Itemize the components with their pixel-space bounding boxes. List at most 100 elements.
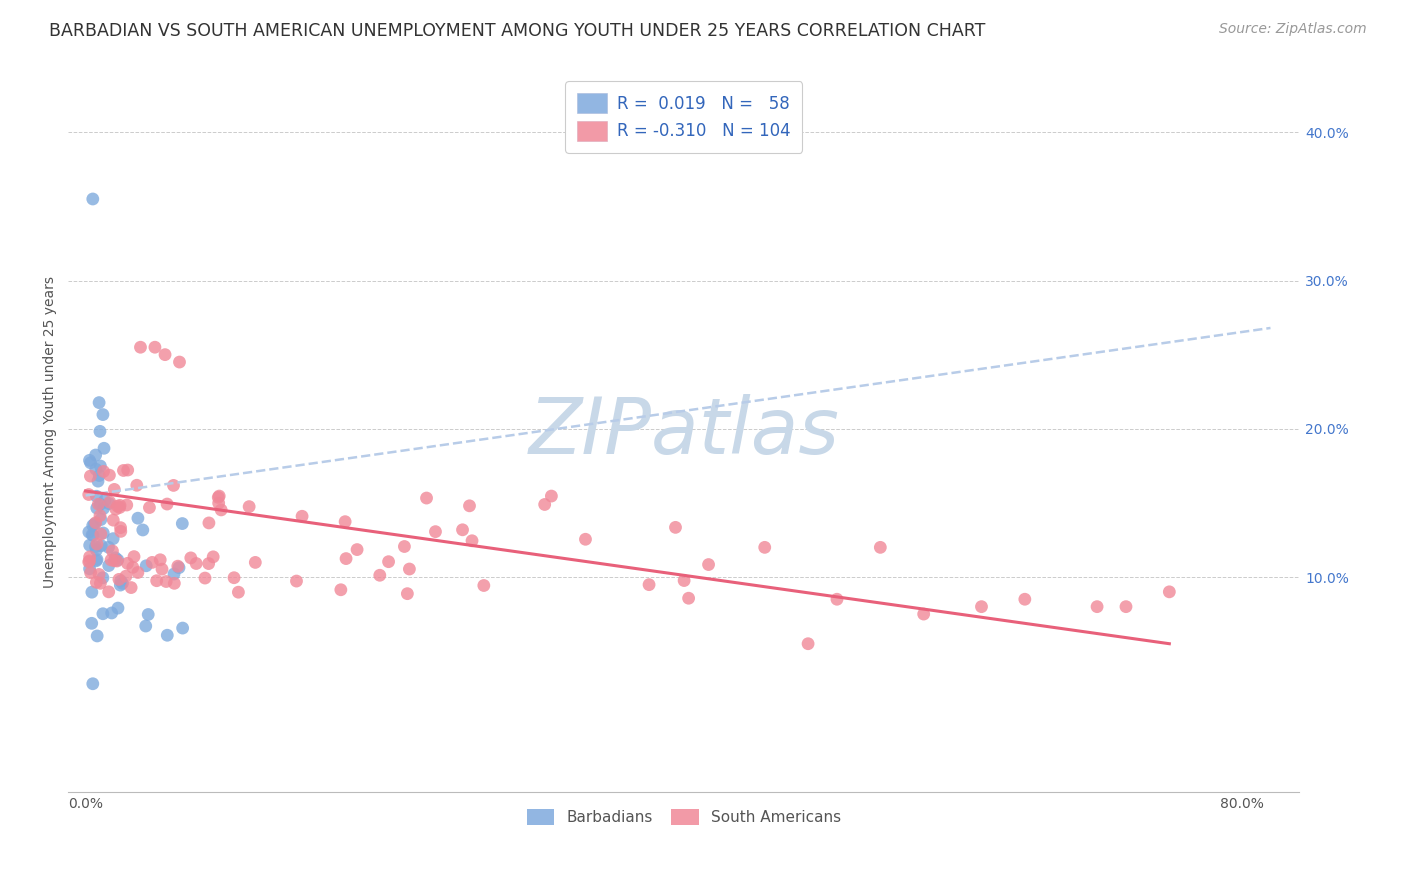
Point bbox=[84, 540, 107, 554]
Point bbox=[1014, 592, 1036, 607]
Text: BARBADIAN VS SOUTH AMERICAN UNEMPLOYMENT AMONG YOUTH UNDER 25 YEARS CORRELATION : BARBADIAN VS SOUTH AMERICAN UNEMPLOYMENT… bbox=[49, 22, 986, 40]
Point bbox=[90, 527, 112, 541]
Point bbox=[163, 576, 186, 591]
Point bbox=[103, 554, 125, 568]
Point bbox=[194, 571, 217, 585]
Point bbox=[89, 508, 111, 523]
Point bbox=[398, 562, 420, 576]
Point bbox=[1115, 599, 1137, 614]
Point bbox=[79, 562, 101, 576]
Point bbox=[121, 560, 143, 574]
Point bbox=[150, 562, 173, 576]
Point bbox=[87, 567, 110, 582]
Point bbox=[825, 592, 848, 607]
Point bbox=[98, 495, 121, 509]
Point bbox=[79, 554, 101, 568]
Point bbox=[110, 521, 132, 535]
Point bbox=[533, 498, 555, 512]
Point bbox=[207, 491, 229, 505]
Point bbox=[98, 468, 121, 483]
Point bbox=[329, 582, 352, 597]
Point bbox=[754, 541, 776, 555]
Point bbox=[108, 573, 131, 587]
Point bbox=[93, 442, 115, 456]
Point bbox=[202, 549, 225, 564]
Point bbox=[82, 677, 104, 691]
Point bbox=[87, 474, 110, 488]
Legend: Barbadians, South Americans: Barbadians, South Americans bbox=[517, 799, 851, 835]
Point bbox=[912, 607, 935, 621]
Point bbox=[117, 463, 139, 477]
Point bbox=[112, 463, 135, 477]
Point bbox=[86, 489, 108, 503]
Point bbox=[87, 395, 110, 409]
Point bbox=[79, 538, 101, 552]
Point bbox=[425, 524, 447, 539]
Point bbox=[540, 489, 562, 503]
Point bbox=[82, 528, 104, 542]
Point bbox=[155, 574, 177, 589]
Point bbox=[89, 458, 111, 473]
Point bbox=[186, 557, 208, 571]
Point bbox=[143, 340, 166, 354]
Point bbox=[135, 619, 157, 633]
Point bbox=[222, 571, 245, 585]
Point bbox=[172, 516, 194, 531]
Point bbox=[574, 533, 596, 547]
Point bbox=[79, 469, 101, 483]
Point bbox=[97, 584, 120, 599]
Point bbox=[79, 566, 101, 580]
Point bbox=[970, 599, 993, 614]
Point bbox=[172, 621, 194, 635]
Point bbox=[86, 552, 108, 566]
Point bbox=[89, 576, 111, 591]
Point bbox=[346, 542, 368, 557]
Point bbox=[90, 512, 112, 526]
Point bbox=[108, 499, 131, 513]
Point bbox=[86, 629, 108, 643]
Point bbox=[87, 497, 110, 511]
Point bbox=[82, 192, 104, 206]
Point bbox=[415, 491, 437, 505]
Point bbox=[80, 616, 103, 631]
Point bbox=[396, 587, 419, 601]
Point bbox=[1085, 599, 1108, 614]
Point bbox=[84, 516, 107, 530]
Point bbox=[108, 500, 131, 515]
Point bbox=[89, 468, 111, 483]
Point bbox=[103, 483, 125, 497]
Point bbox=[80, 585, 103, 599]
Point bbox=[285, 574, 308, 588]
Point bbox=[458, 499, 481, 513]
Point bbox=[77, 555, 100, 569]
Point bbox=[93, 465, 115, 479]
Point bbox=[101, 544, 124, 558]
Point bbox=[673, 574, 696, 588]
Point bbox=[209, 503, 232, 517]
Point bbox=[97, 558, 120, 573]
Point bbox=[104, 550, 127, 565]
Point bbox=[86, 543, 108, 558]
Point bbox=[638, 577, 661, 591]
Point bbox=[461, 533, 484, 548]
Point bbox=[198, 516, 221, 530]
Point bbox=[135, 558, 157, 573]
Point bbox=[110, 524, 132, 539]
Point bbox=[107, 553, 129, 567]
Point bbox=[98, 497, 121, 511]
Point bbox=[90, 539, 112, 553]
Point bbox=[156, 628, 179, 642]
Point bbox=[129, 340, 152, 354]
Point bbox=[208, 489, 231, 503]
Point bbox=[89, 497, 111, 511]
Point bbox=[91, 408, 114, 422]
Point bbox=[664, 520, 686, 534]
Point bbox=[107, 601, 129, 615]
Point bbox=[333, 515, 356, 529]
Point bbox=[104, 502, 127, 516]
Point bbox=[162, 478, 184, 492]
Point bbox=[228, 585, 250, 599]
Text: Source: ZipAtlas.com: Source: ZipAtlas.com bbox=[1219, 22, 1367, 37]
Point bbox=[149, 553, 172, 567]
Point bbox=[153, 348, 176, 362]
